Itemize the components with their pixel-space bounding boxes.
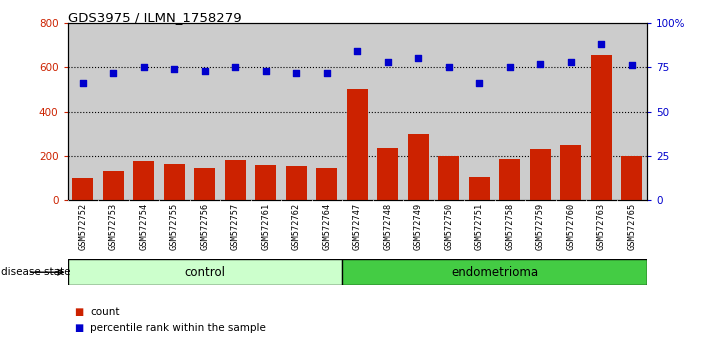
Text: GSM572750: GSM572750 [444, 203, 454, 250]
Text: GDS3975 / ILMN_1758279: GDS3975 / ILMN_1758279 [68, 11, 241, 24]
Bar [133, 161, 154, 200]
Text: GSM572760: GSM572760 [566, 203, 575, 250]
Text: GSM572761: GSM572761 [261, 203, 270, 250]
Text: ■: ■ [75, 323, 87, 333]
Text: endometrioma: endometrioma [451, 266, 538, 279]
Point [138, 64, 149, 70]
Text: GSM572763: GSM572763 [597, 203, 606, 250]
Text: GSM572747: GSM572747 [353, 203, 362, 250]
Point [351, 48, 363, 54]
Text: ■: ■ [75, 307, 87, 317]
Bar [346, 89, 368, 200]
Point [321, 70, 333, 75]
Bar [530, 149, 551, 200]
Bar [225, 160, 246, 200]
Bar [591, 55, 612, 200]
Text: percentile rank within the sample: percentile rank within the sample [90, 323, 266, 333]
Bar [255, 165, 277, 200]
Text: GSM572751: GSM572751 [475, 203, 483, 250]
Bar [560, 145, 582, 200]
Bar [438, 156, 459, 200]
Text: GSM572748: GSM572748 [383, 203, 392, 250]
Point [260, 68, 272, 74]
Point [412, 56, 424, 61]
Point [382, 59, 393, 65]
Point [443, 64, 454, 70]
Text: disease state: disease state [1, 267, 70, 277]
Text: GSM572753: GSM572753 [109, 203, 118, 250]
Text: GSM572765: GSM572765 [627, 203, 636, 250]
Point [535, 61, 546, 67]
Text: GSM572764: GSM572764 [322, 203, 331, 250]
Text: GSM572752: GSM572752 [78, 203, 87, 250]
Text: GSM572759: GSM572759 [536, 203, 545, 250]
Point [169, 66, 180, 72]
Text: GSM572754: GSM572754 [139, 203, 149, 250]
Point [291, 70, 302, 75]
Bar [342, 259, 647, 285]
Bar [469, 177, 490, 200]
Bar [377, 148, 398, 200]
Bar [316, 168, 338, 200]
Text: GSM572749: GSM572749 [414, 203, 423, 250]
Point [504, 64, 515, 70]
Point [199, 68, 210, 74]
Bar [102, 171, 124, 200]
Bar [407, 133, 429, 200]
Text: count: count [90, 307, 119, 317]
Text: GSM572755: GSM572755 [170, 203, 178, 250]
Bar [286, 166, 307, 200]
Point [107, 70, 119, 75]
Text: GSM572757: GSM572757 [231, 203, 240, 250]
Bar [194, 168, 215, 200]
Point [565, 59, 577, 65]
Point [230, 64, 241, 70]
Bar [621, 156, 643, 200]
Text: control: control [184, 266, 225, 279]
Text: GSM572762: GSM572762 [292, 203, 301, 250]
Text: GSM572756: GSM572756 [201, 203, 209, 250]
Point [474, 80, 485, 86]
Bar [164, 164, 185, 200]
Point [77, 80, 88, 86]
Bar [68, 259, 342, 285]
Point [596, 41, 607, 47]
Bar [72, 178, 93, 200]
Bar [499, 159, 520, 200]
Point [626, 63, 638, 68]
Text: GSM572758: GSM572758 [506, 203, 514, 250]
